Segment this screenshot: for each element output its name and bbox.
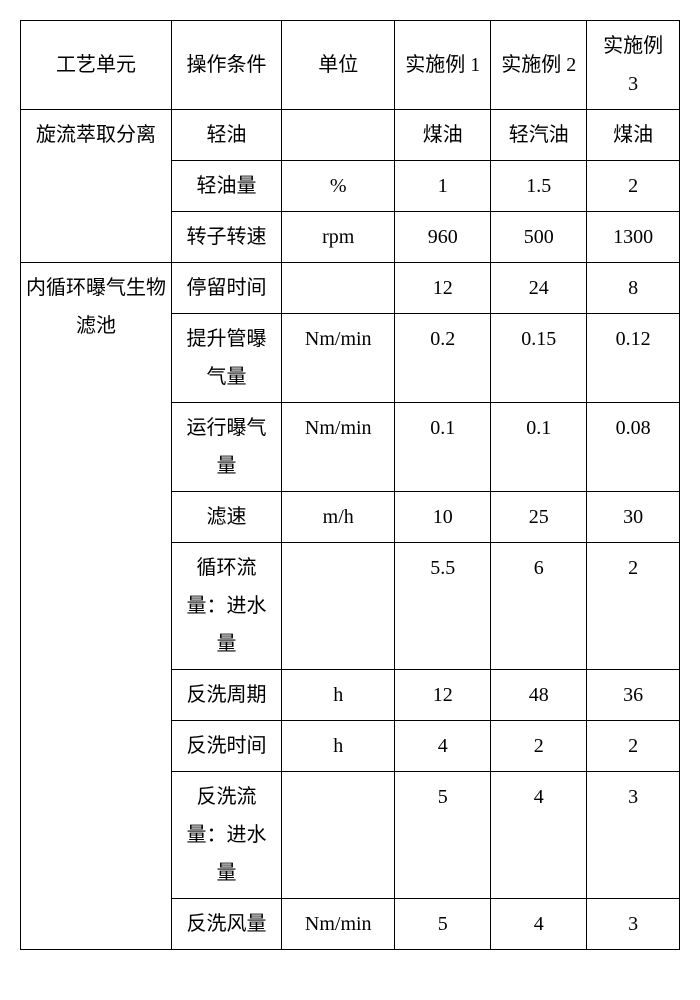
cell-value: 5	[395, 899, 491, 950]
cell-condition: 停留时间	[172, 263, 282, 314]
cell-value: 轻汽油	[491, 110, 587, 161]
cell-value: 3	[587, 772, 680, 899]
header-example-3: 实施例3	[587, 21, 680, 110]
cell-value: 12	[395, 670, 491, 721]
cell-condition: 反洗时间	[172, 721, 282, 772]
cell-unit: %	[282, 161, 395, 212]
cell-value: 1.5	[491, 161, 587, 212]
cell-value: 8	[587, 263, 680, 314]
cell-condition: 反洗流量：进水量	[172, 772, 282, 899]
cell-value: 0.08	[587, 403, 680, 492]
cell-value: 1300	[587, 212, 680, 263]
cell-value: 0.1	[491, 403, 587, 492]
cell-condition: 转子转速	[172, 212, 282, 263]
process-table: 工艺单元 操作条件 单位 实施例 1 实施例 2 实施例3 旋流萃取分离 轻油 …	[20, 20, 680, 950]
cell-unit: h	[282, 670, 395, 721]
header-example-2: 实施例 2	[491, 21, 587, 110]
cell-value: 5	[395, 772, 491, 899]
table-header-row: 工艺单元 操作条件 单位 实施例 1 实施例 2 实施例3	[21, 21, 680, 110]
cell-value: 3	[587, 899, 680, 950]
cell-value: 0.15	[491, 314, 587, 403]
header-example-1: 实施例 1	[395, 21, 491, 110]
section-2-name: 内循环曝气生物滤池	[21, 263, 172, 950]
cell-unit	[282, 263, 395, 314]
cell-value: 煤油	[587, 110, 680, 161]
cell-value: 2	[587, 543, 680, 670]
cell-value: 2	[587, 721, 680, 772]
cell-unit: h	[282, 721, 395, 772]
cell-unit	[282, 772, 395, 899]
cell-unit: Nm/min	[282, 403, 395, 492]
cell-value: 500	[491, 212, 587, 263]
cell-value: 960	[395, 212, 491, 263]
cell-condition: 循环流量：进水量	[172, 543, 282, 670]
section-1-name: 旋流萃取分离	[21, 110, 172, 263]
cell-value: 4	[491, 772, 587, 899]
cell-value: 12	[395, 263, 491, 314]
cell-condition: 轻油量	[172, 161, 282, 212]
cell-value: 0.2	[395, 314, 491, 403]
cell-unit: rpm	[282, 212, 395, 263]
cell-value: 0.12	[587, 314, 680, 403]
cell-value: 4	[395, 721, 491, 772]
cell-value: 30	[587, 492, 680, 543]
cell-value: 24	[491, 263, 587, 314]
cell-value: 6	[491, 543, 587, 670]
cell-value: 36	[587, 670, 680, 721]
cell-unit: m/h	[282, 492, 395, 543]
cell-condition: 反洗周期	[172, 670, 282, 721]
cell-condition: 运行曝气量	[172, 403, 282, 492]
cell-value: 5.5	[395, 543, 491, 670]
table-row: 内循环曝气生物滤池 停留时间 12 24 8	[21, 263, 680, 314]
cell-value: 48	[491, 670, 587, 721]
cell-value: 煤油	[395, 110, 491, 161]
cell-unit: Nm/min	[282, 314, 395, 403]
cell-value: 25	[491, 492, 587, 543]
cell-value: 10	[395, 492, 491, 543]
cell-condition: 反洗风量	[172, 899, 282, 950]
cell-condition: 提升管曝气量	[172, 314, 282, 403]
cell-condition: 滤速	[172, 492, 282, 543]
cell-condition: 轻油	[172, 110, 282, 161]
cell-unit: Nm/min	[282, 899, 395, 950]
cell-value: 4	[491, 899, 587, 950]
cell-unit	[282, 110, 395, 161]
header-process-unit: 工艺单元	[21, 21, 172, 110]
cell-value: 0.1	[395, 403, 491, 492]
cell-value: 1	[395, 161, 491, 212]
cell-unit	[282, 543, 395, 670]
cell-value: 2	[587, 161, 680, 212]
header-unit: 单位	[282, 21, 395, 110]
header-conditions: 操作条件	[172, 21, 282, 110]
table-row: 旋流萃取分离 轻油 煤油 轻汽油 煤油	[21, 110, 680, 161]
cell-value: 2	[491, 721, 587, 772]
